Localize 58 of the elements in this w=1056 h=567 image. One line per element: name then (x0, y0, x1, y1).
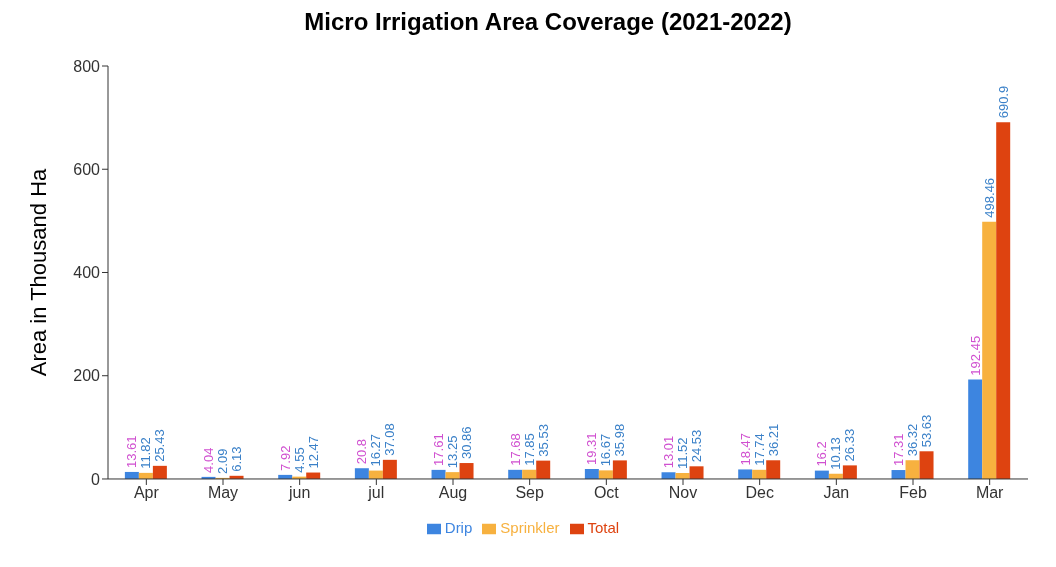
data-label: 17.61 (431, 433, 447, 466)
data-label: 13.61 (124, 435, 140, 468)
data-label: 36.21 (765, 423, 781, 457)
data-label: 20.8 (354, 438, 370, 465)
x-tick-label: Oct (593, 484, 620, 502)
y-tick-label: 800 (73, 57, 101, 75)
data-label: 35.53 (535, 424, 551, 457)
data-label: 17.74 (751, 433, 767, 466)
data-label: 24.53 (689, 429, 705, 463)
data-label: 690.9 (995, 85, 1011, 119)
x-tick-label: Mar (975, 484, 1005, 502)
x-tick-label: Sep (515, 484, 544, 502)
data-label: 18.47 (737, 432, 753, 466)
data-label: 19.31 (584, 432, 600, 465)
data-label: 16.67 (598, 433, 614, 467)
data-label: 4.55 (291, 447, 307, 473)
legend-label: Drip (444, 518, 473, 536)
data-label: 11.82 (138, 437, 154, 469)
data-label: 26.33 (842, 428, 858, 462)
data-label: 16.27 (368, 434, 384, 467)
data-label: 7.92 (277, 445, 293, 471)
data-label: 17.31 (891, 433, 907, 467)
data-label: 13.01 (661, 435, 677, 469)
data-label: 11.52 (675, 437, 691, 470)
legend-label: Total (587, 518, 620, 536)
data-label: 4.04 (201, 447, 217, 473)
data-label: 30.86 (459, 426, 475, 460)
y-tick-label: 600 (73, 160, 101, 178)
data-label: 25.43 (152, 429, 168, 462)
x-tick-label: jun (287, 484, 311, 502)
data-label: 17.68 (507, 433, 523, 466)
x-tick-label: jul (367, 484, 385, 502)
data-label: 2.09 (215, 448, 231, 474)
y-tick-label: 0 (91, 470, 101, 488)
data-label: 192.45 (967, 335, 983, 376)
x-tick-label: Dec (745, 484, 774, 502)
data-label: 53.63 (919, 414, 935, 448)
data-label: 6.13 (229, 446, 245, 472)
data-label: 17.85 (521, 433, 537, 466)
x-tick-label: Apr (133, 484, 160, 502)
x-tick-label: Nov (668, 484, 698, 502)
y-tick-label: 400 (73, 264, 101, 282)
y-tick-label: 200 (73, 367, 101, 385)
x-tick-label: Aug (438, 484, 468, 502)
data-label: 12.47 (305, 435, 321, 469)
data-label: 16.2 (814, 441, 830, 467)
legend-label: Sprinkler (500, 518, 560, 536)
chart-title: Micro Irrigation Area Coverage (2021-2022) (303, 8, 793, 36)
data-label: 10.13 (828, 437, 844, 470)
x-tick-label: Feb (899, 484, 927, 502)
data-label: 35.98 (612, 423, 628, 457)
data-label: 37.08 (382, 423, 398, 456)
data-label: 498.46 (981, 177, 997, 218)
data-label: 36.32 (905, 423, 921, 457)
x-tick-label: May (207, 484, 239, 502)
data-label: 13.25 (445, 435, 461, 469)
x-tick-label: Jan (823, 484, 850, 502)
y-axis-title: Area in Thousand Ha (25, 167, 51, 377)
